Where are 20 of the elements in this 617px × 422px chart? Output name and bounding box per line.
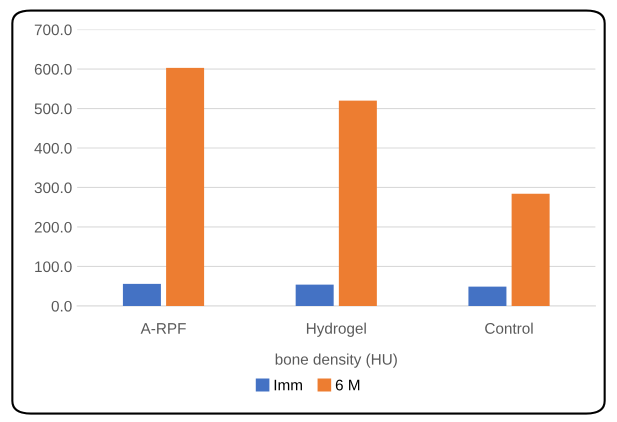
y-tick-label: 700.0: [34, 24, 72, 36]
bar: [166, 68, 204, 306]
y-tick-label: 300.0: [34, 182, 72, 194]
bar: [296, 284, 334, 306]
bar: [512, 194, 550, 306]
legend-label: Imm: [274, 380, 302, 390]
y-tick-label: 500.0: [34, 103, 72, 114]
x-tick-label: A-RPF: [140, 323, 186, 334]
y-tick-label: 0.0: [52, 300, 72, 312]
y-tick-label: 600.0: [34, 64, 72, 75]
bar: [338, 100, 377, 306]
x-axis-title: bone density (HU): [276, 354, 397, 368]
y-tick-label: 100.0: [35, 261, 72, 272]
x-tick-label: Hydrogel: [306, 322, 366, 337]
y-tick-label: 200.0: [34, 222, 72, 233]
x-tick-label: Control: [485, 322, 533, 334]
legend-label: 6 M: [336, 380, 360, 390]
bar: [468, 286, 506, 306]
y-tick-label: 400.0: [34, 142, 72, 154]
bar: [122, 284, 161, 306]
